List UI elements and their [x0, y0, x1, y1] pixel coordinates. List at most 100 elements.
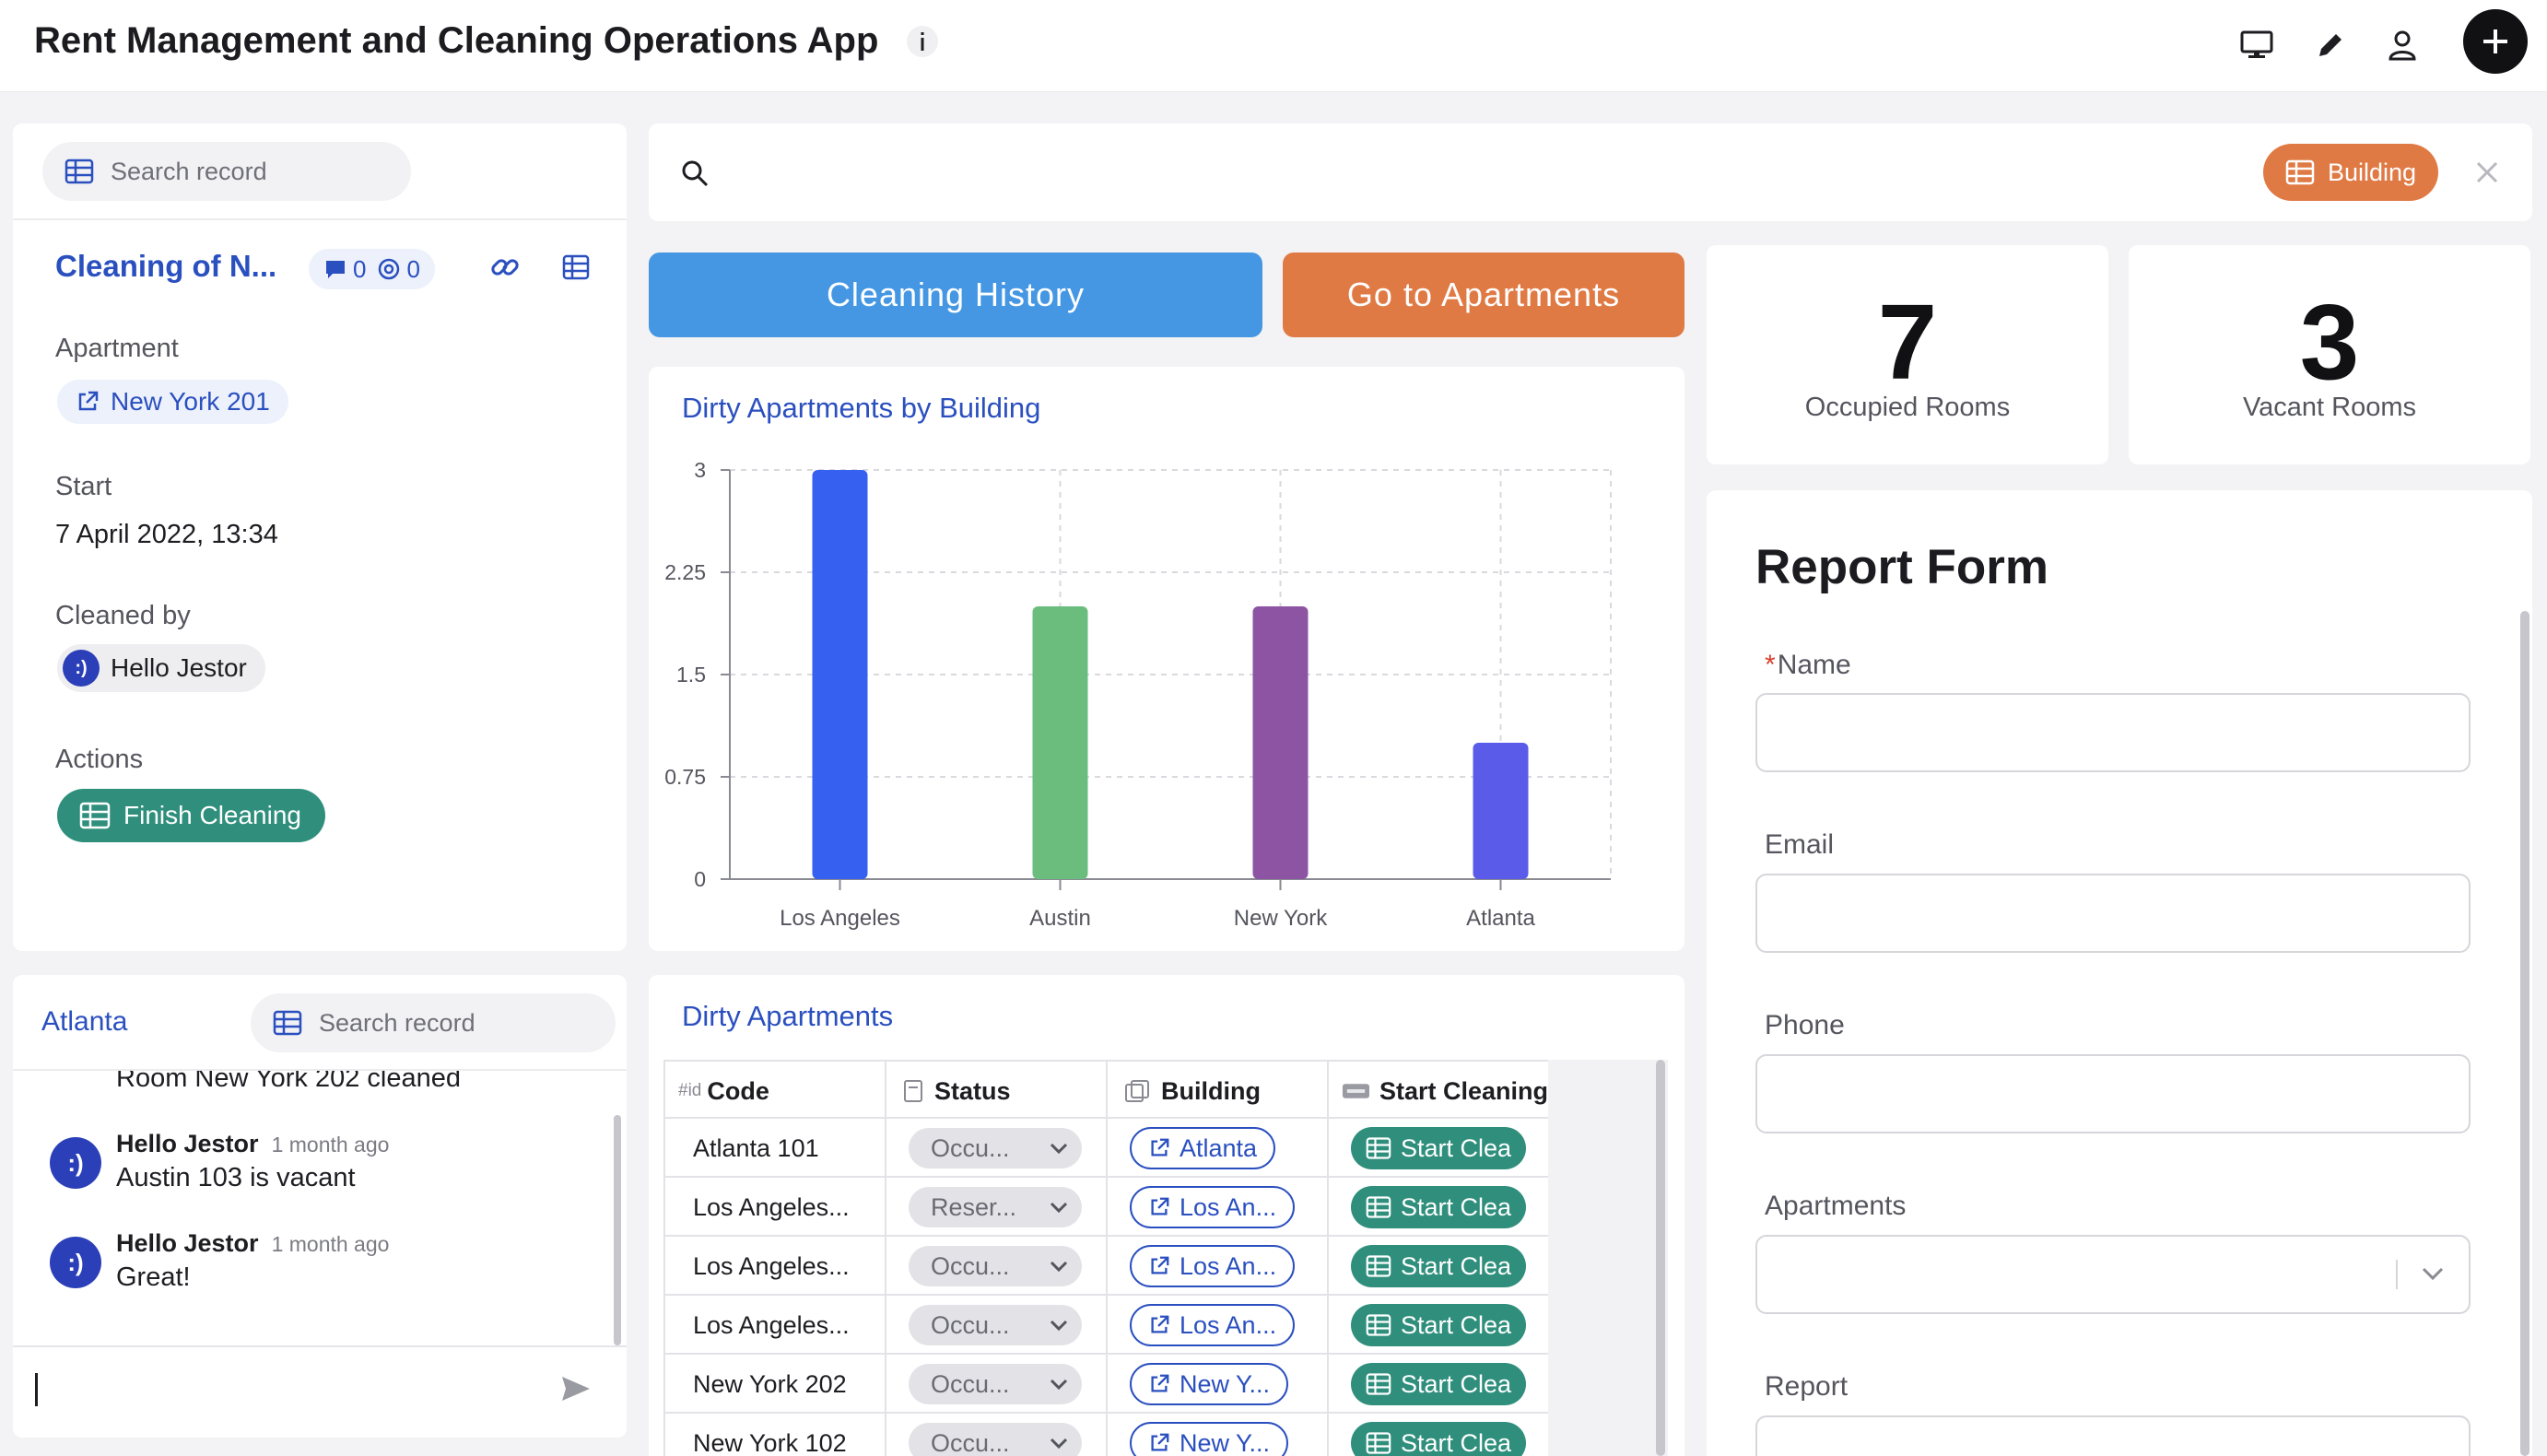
status-cell: Occu...	[886, 1237, 1108, 1296]
record-title[interactable]: Cleaning of N...	[55, 249, 277, 283]
comment-time: 1 month ago	[271, 1232, 390, 1256]
comment-count: 0	[353, 254, 367, 283]
column-header-status[interactable]: Status	[886, 1062, 1108, 1121]
comments-record-title[interactable]: Atlanta	[41, 1006, 128, 1037]
cleaning-history-button[interactable]: Cleaning History	[649, 252, 1262, 337]
comment-item: :) Hello Jestor 1 month ago Austin 103 is…	[50, 1128, 612, 1220]
comments-scrollbar[interactable]	[614, 1115, 621, 1345]
table-row[interactable]: Los Angeles... Occu... Los An... Start C…	[665, 1296, 1548, 1355]
email-label: Email	[1765, 829, 1835, 860]
building-link[interactable]: New Y...	[1130, 1422, 1289, 1456]
comment-author: Hello Jestor 1 month ago	[116, 1130, 390, 1157]
start-cleaning-button[interactable]: Start Clea	[1351, 1186, 1526, 1228]
start-cleaning-button[interactable]: Start Clea	[1351, 1363, 1526, 1405]
phone-field[interactable]	[1755, 1054, 2471, 1133]
finish-cleaning-button[interactable]: Finish Cleaning	[57, 789, 325, 842]
start-cleaning-label: Start Clea	[1400, 1369, 1511, 1398]
external-link-icon	[1151, 1374, 1169, 1392]
chevron-down-icon[interactable]	[2420, 1264, 2446, 1283]
global-search-bar[interactable]	[649, 123, 2532, 221]
occupied-rooms-value: 7	[1877, 282, 1938, 402]
send-icon[interactable]	[560, 1375, 592, 1403]
start-cleaning-button[interactable]: Start Clea	[1351, 1127, 1526, 1169]
form-scrollbar[interactable]	[2520, 611, 2529, 1456]
status-select[interactable]: Occu...	[909, 1423, 1082, 1456]
external-link-icon	[78, 391, 99, 411]
cleaned-by-value: Hello Jestor	[111, 653, 247, 682]
building-cell: New Y...	[1108, 1355, 1329, 1414]
chevron-down-icon	[1050, 1379, 1068, 1391]
building-link[interactable]: New Y...	[1130, 1363, 1289, 1405]
desktop-icon[interactable]	[2234, 22, 2280, 68]
vacant-rooms-card: 3 Vacant Rooms	[2129, 245, 2530, 464]
comment-text: Austin 103 is vacant	[116, 1163, 356, 1192]
edit-pencil-icon[interactable]	[2307, 22, 2353, 68]
table-row[interactable]: New York 202 Occu... New Y... Start Clea	[665, 1355, 1548, 1414]
close-icon[interactable]	[2475, 160, 2499, 184]
go-to-apartments-button[interactable]: Go to Apartments	[1283, 252, 1684, 337]
link-icon[interactable]	[488, 251, 522, 284]
cleaned-by-user[interactable]: :) Hello Jestor	[57, 644, 265, 692]
column-header-start-cleaning[interactable]: Start Cleaning	[1329, 1062, 1548, 1121]
status-value: Occu...	[931, 1428, 1010, 1456]
action-cell: Start Clea	[1329, 1178, 1548, 1237]
external-link-icon	[1151, 1138, 1169, 1157]
building-link[interactable]: Los An...	[1130, 1186, 1296, 1228]
table-row[interactable]: Atlanta 101 Occu... Atlanta Start Clea	[665, 1119, 1548, 1178]
status-value: Occu...	[931, 1369, 1010, 1398]
add-button[interactable]	[2463, 9, 2528, 74]
chevron-down-icon	[1050, 1261, 1068, 1273]
apartments-select[interactable]	[1755, 1235, 2471, 1314]
record-search-input[interactable]: Search record	[42, 142, 411, 201]
building-cell: New Y...	[1108, 1414, 1329, 1456]
comment-author: Hello Jestor 1 month ago	[116, 1229, 390, 1257]
status-value: Occu...	[931, 1133, 1010, 1162]
email-field[interactable]	[1755, 874, 2471, 953]
external-link-icon	[1151, 1256, 1169, 1274]
list-icon	[904, 1080, 922, 1102]
building-value: New Y...	[1180, 1428, 1271, 1456]
table-scrollbar[interactable]	[1656, 1060, 1665, 1456]
report-field[interactable]	[1755, 1415, 2471, 1456]
table-icon	[65, 159, 94, 184]
building-link[interactable]: Los An...	[1130, 1245, 1296, 1287]
status-cell: Reser...	[886, 1178, 1108, 1237]
status-select[interactable]: Occu...	[909, 1246, 1082, 1286]
column-header-code[interactable]: #id Code	[665, 1062, 886, 1121]
column-header-building[interactable]: Building	[1108, 1062, 1329, 1121]
table-icon	[273, 1010, 302, 1036]
status-select[interactable]: Occu...	[909, 1364, 1082, 1404]
comments-search-input[interactable]: Search record	[251, 993, 616, 1052]
start-cleaning-button[interactable]: Start Clea	[1351, 1245, 1526, 1287]
apartment-link[interactable]: New York 201	[57, 380, 288, 424]
finish-cleaning-label: Finish Cleaning	[123, 801, 301, 829]
status-select[interactable]: Occu...	[909, 1305, 1082, 1345]
avatar: :)	[50, 1237, 101, 1288]
code-cell: New York 202	[665, 1355, 886, 1414]
start-cleaning-button[interactable]: Start Clea	[1351, 1422, 1526, 1456]
app-title: Rent Management and Cleaning Operations …	[34, 20, 879, 61]
comment-list: Room New York 202 cleaned :) Hello Jesto…	[13, 1071, 627, 1345]
mention-count: 0	[406, 254, 420, 283]
search-icon[interactable]	[680, 159, 710, 188]
status-select[interactable]: Reser...	[909, 1187, 1082, 1227]
info-icon[interactable]	[907, 26, 938, 57]
table-row[interactable]: Los Angeles... Reser... Los An... Start …	[665, 1178, 1548, 1237]
avatar: :)	[50, 1137, 101, 1189]
table-view-icon[interactable]	[562, 254, 590, 280]
user-icon[interactable]	[2379, 22, 2425, 68]
vacant-rooms-value: 3	[2299, 282, 2360, 402]
cleaned-by-label: Cleaned by	[55, 601, 191, 630]
status-cell: Occu...	[886, 1355, 1108, 1414]
record-counts[interactable]: 0 0	[309, 249, 435, 289]
start-cleaning-button[interactable]: Start Clea	[1351, 1304, 1526, 1346]
building-link[interactable]: Atlanta	[1130, 1127, 1276, 1169]
status-value: Occu...	[931, 1251, 1010, 1280]
building-filter-chip[interactable]: Building	[2263, 144, 2439, 201]
table-row[interactable]: New York 102 Occu... New Y... Start Clea	[665, 1414, 1548, 1456]
name-field[interactable]	[1755, 693, 2471, 772]
comment-input[interactable]	[13, 1345, 627, 1438]
table-row[interactable]: Los Angeles... Occu... Los An... Start C…	[665, 1237, 1548, 1296]
status-select[interactable]: Occu...	[909, 1128, 1082, 1168]
building-link[interactable]: Los An...	[1130, 1304, 1296, 1346]
